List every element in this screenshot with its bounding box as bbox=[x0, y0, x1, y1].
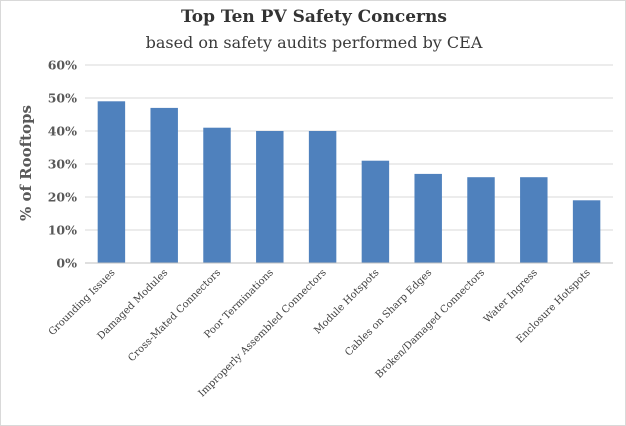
bar-2 bbox=[203, 127, 231, 263]
bar-0 bbox=[97, 101, 126, 263]
chart-title: Top Ten PV Safety Concerns bbox=[181, 7, 447, 27]
bar-6 bbox=[414, 173, 442, 263]
x-tick-label: Cables on Sharp Edges bbox=[343, 267, 434, 358]
y-tick-label: 50% bbox=[48, 91, 77, 106]
y-tick-labels: 0% 10% 20% 30% 40% 50% 60% bbox=[48, 58, 77, 271]
y-tick-label: 10% bbox=[48, 223, 77, 238]
bar-5 bbox=[361, 160, 390, 263]
bar-3 bbox=[256, 131, 284, 263]
y-tick-label: 30% bbox=[48, 157, 77, 172]
x-tick-label: Cross-Mated Connectors bbox=[126, 267, 223, 364]
y-tick-label: 0% bbox=[56, 256, 77, 271]
y-axis-label: % of Rooftops bbox=[17, 105, 35, 221]
bars bbox=[97, 101, 601, 264]
y-tick-label: 20% bbox=[48, 190, 77, 205]
bar-7 bbox=[467, 177, 495, 263]
bar-4 bbox=[308, 131, 337, 263]
bar-8 bbox=[520, 177, 548, 263]
x-tick-label: Water Ingress bbox=[482, 267, 540, 325]
y-tick-label: 60% bbox=[48, 58, 77, 73]
y-tick-label: 40% bbox=[48, 124, 77, 139]
chart-subtitle: based on safety audits performed by CEA bbox=[146, 33, 483, 52]
bar-1 bbox=[150, 107, 178, 264]
bar-9 bbox=[572, 200, 601, 263]
x-tick-label: Broken/Damaged Connectors bbox=[374, 267, 487, 380]
